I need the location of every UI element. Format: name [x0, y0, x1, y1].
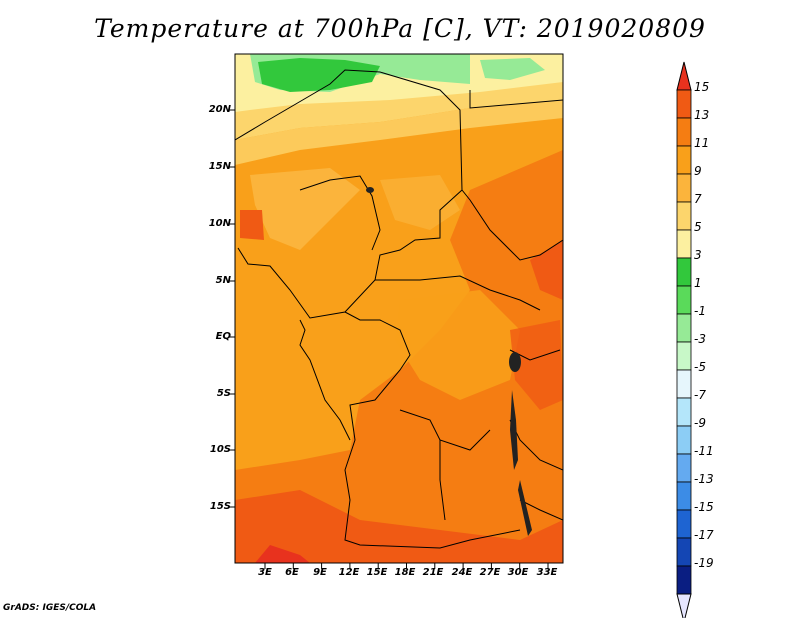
grads-credit: GrADS: IGES/COLA	[3, 603, 97, 613]
latitude-ticks	[229, 109, 235, 508]
colorbar-label: -9	[694, 416, 706, 430]
colorbar-swatch	[676, 369, 692, 399]
lon-label-15E: 15E	[366, 567, 388, 578]
colorbar-swatch	[676, 341, 692, 371]
colorbar-label: 15	[694, 80, 710, 94]
colorbar-swatch	[676, 313, 692, 343]
colorbar-label: -11	[694, 444, 714, 458]
colorbar-swatch	[676, 425, 692, 455]
lon-label-24E: 24E	[451, 567, 473, 578]
colorbar-label: 3	[694, 248, 702, 262]
colorbar-label: -15	[694, 500, 714, 514]
lon-label-27E: 27E	[479, 567, 501, 578]
lat-label-10S: 10S	[209, 444, 231, 455]
colorbar-label: 5	[694, 220, 702, 234]
colorbar	[676, 61, 692, 618]
colorbar-swatch	[676, 397, 692, 427]
colorbar-label: -17	[694, 528, 714, 542]
lon-label-21E: 21E	[422, 567, 444, 578]
colorbar-label: 9	[694, 164, 702, 178]
lon-label-33E: 33E	[536, 567, 558, 578]
colorbar-swatch	[676, 173, 692, 203]
colorbar-label: -7	[694, 388, 706, 402]
colorbar-label: 7	[694, 192, 702, 206]
map-title: Temperature at 700hPa [C], VT: 201902080…	[94, 14, 706, 43]
lat-label-EQ: EQ	[215, 331, 231, 342]
lon-label-9E: 9E	[313, 567, 327, 578]
lon-label-30E: 30E	[507, 567, 529, 578]
temperature-field	[235, 54, 563, 563]
colorbar-label: 1	[694, 276, 702, 290]
colorbar-label: -1	[694, 304, 706, 318]
colorbar-swatch	[676, 481, 692, 511]
colorbar-label: -5	[694, 360, 706, 374]
colorbar-label: -19	[694, 556, 714, 570]
colorbar-label: -13	[694, 472, 714, 486]
lakes	[366, 187, 532, 536]
lat-label-5N: 5N	[215, 275, 231, 286]
colorbar-swatch	[676, 229, 692, 259]
colorbar-swatch	[676, 509, 692, 539]
colorbar-swatch	[676, 565, 692, 595]
colorbar-swatch	[676, 201, 692, 231]
lat-label-15N: 15N	[208, 161, 231, 172]
lon-label-18E: 18E	[394, 567, 416, 578]
colorbar-swatch	[676, 145, 692, 175]
lat-label-15S: 15S	[209, 501, 231, 512]
colorbar-swatch	[676, 453, 692, 483]
colorbar-swatch	[676, 537, 692, 567]
lon-label-6E: 6E	[285, 567, 299, 578]
longitude-ticks	[264, 563, 549, 569]
colorbar-label: 13	[694, 108, 710, 122]
map-frame	[234, 53, 564, 564]
lat-label-5S: 5S	[216, 388, 231, 399]
lon-label-3E: 3E	[258, 567, 272, 578]
colorbar-swatch	[676, 285, 692, 315]
colorbar-bottom-arrow	[676, 593, 692, 618]
colorbar-swatch	[676, 257, 692, 287]
lat-label-10N: 10N	[208, 218, 231, 229]
lat-label-20N: 20N	[208, 104, 231, 115]
country-borders	[235, 69, 563, 549]
colorbar-swatch	[676, 89, 692, 119]
colorbar-top-arrow	[676, 61, 692, 91]
colorbar-label: -3	[694, 332, 706, 346]
colorbar-swatch	[676, 117, 692, 147]
colorbar-label: 11	[694, 136, 710, 150]
lon-label-12E: 12E	[338, 567, 360, 578]
